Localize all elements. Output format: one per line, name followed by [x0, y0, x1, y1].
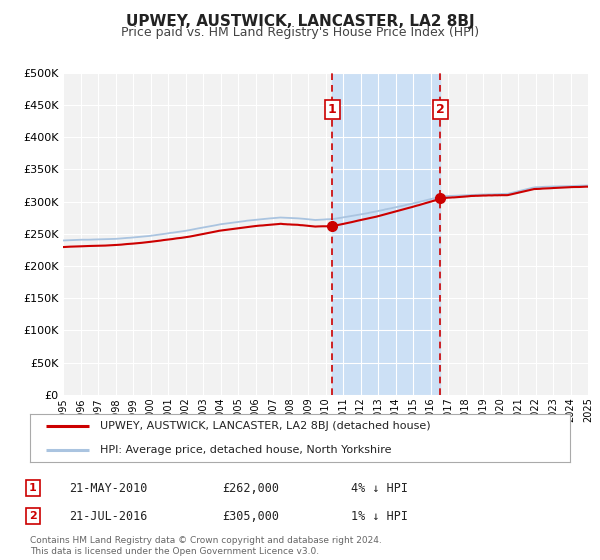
Text: UPWEY, AUSTWICK, LANCASTER, LA2 8BJ (detached house): UPWEY, AUSTWICK, LANCASTER, LA2 8BJ (det…: [100, 421, 431, 431]
Text: Contains HM Land Registry data © Crown copyright and database right 2024.
This d: Contains HM Land Registry data © Crown c…: [30, 536, 382, 556]
Text: 2: 2: [436, 104, 445, 116]
Text: 1: 1: [29, 483, 37, 493]
Text: 4% ↓ HPI: 4% ↓ HPI: [351, 482, 408, 495]
Text: 21-JUL-2016: 21-JUL-2016: [69, 510, 148, 523]
Text: £305,000: £305,000: [222, 510, 279, 523]
Text: £262,000: £262,000: [222, 482, 279, 495]
Text: Price paid vs. HM Land Registry's House Price Index (HPI): Price paid vs. HM Land Registry's House …: [121, 26, 479, 39]
Text: 1: 1: [328, 104, 337, 116]
Text: 1% ↓ HPI: 1% ↓ HPI: [351, 510, 408, 523]
Text: UPWEY, AUSTWICK, LANCASTER, LA2 8BJ: UPWEY, AUSTWICK, LANCASTER, LA2 8BJ: [125, 14, 475, 29]
Text: 2: 2: [29, 511, 37, 521]
Text: HPI: Average price, detached house, North Yorkshire: HPI: Average price, detached house, Nort…: [100, 445, 392, 455]
Text: 21-MAY-2010: 21-MAY-2010: [69, 482, 148, 495]
Bar: [332, 73, 440, 395]
